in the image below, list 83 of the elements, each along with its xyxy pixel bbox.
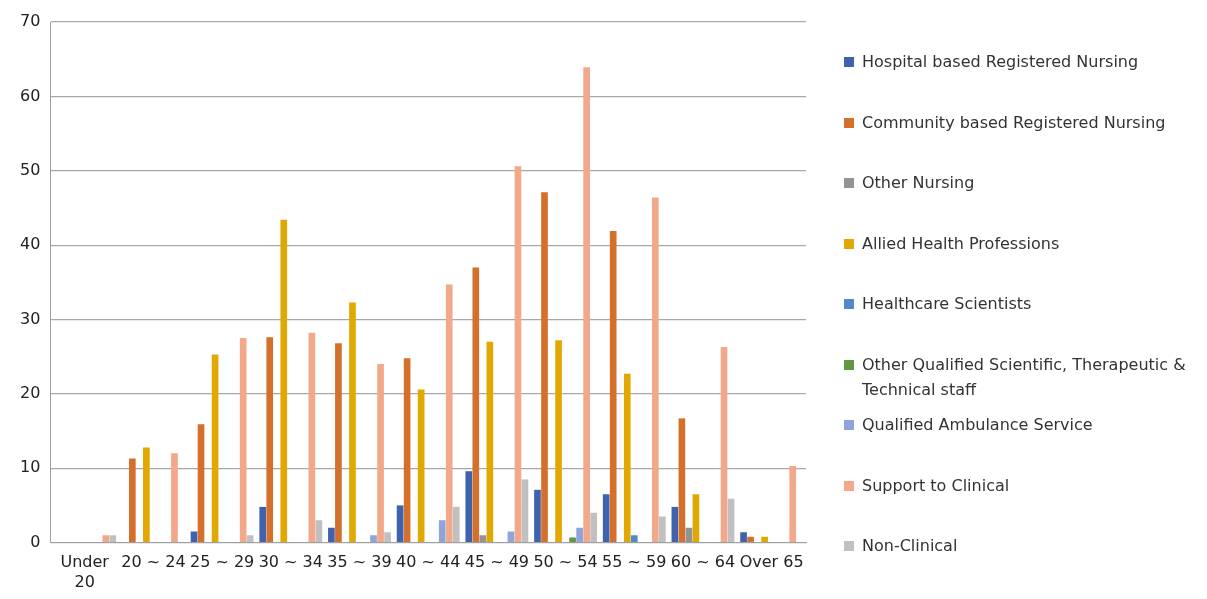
bar — [514, 166, 522, 542]
bar — [472, 267, 480, 542]
bar — [479, 535, 487, 542]
legend-label: Community based Registered Nursing — [862, 111, 1167, 134]
y-tick-label: 50 — [20, 159, 41, 179]
bar — [197, 424, 205, 542]
y-tick-label: 40 — [20, 234, 41, 254]
y-tick-label: 70 — [20, 11, 41, 31]
bar — [190, 531, 198, 542]
y-tick-label: 10 — [20, 457, 41, 477]
bar — [438, 520, 446, 542]
bar — [623, 373, 631, 542]
bar — [659, 516, 666, 542]
legend-label: Other Nursing — [862, 172, 976, 194]
bar — [590, 512, 597, 542]
bar — [171, 453, 178, 542]
bar — [143, 447, 150, 542]
x-tick-label: 60 ~ 64 — [670, 552, 736, 572]
x-tick-label: 20 ~ 24 — [121, 552, 186, 572]
bar — [678, 418, 686, 542]
bar — [465, 471, 473, 542]
bar — [239, 338, 247, 542]
bar — [211, 354, 219, 542]
bar — [521, 479, 529, 542]
bar — [541, 192, 548, 542]
bar — [452, 506, 460, 542]
legend-label: Other Qualified Scientific, Therapeutic & Technical staff — [862, 353, 1187, 401]
legend-label: Support to Clinical — [862, 474, 1011, 497]
bar — [534, 489, 541, 542]
bar — [445, 284, 453, 542]
bar — [576, 527, 583, 542]
bar — [349, 302, 356, 542]
bar — [280, 219, 288, 542]
bar — [671, 506, 679, 542]
bar — [417, 389, 425, 542]
bar — [109, 535, 117, 542]
legend-label: Hospital based Registered Nursing — [862, 51, 1140, 73]
bar — [630, 535, 638, 542]
x-tick-label: Over 65 — [739, 552, 804, 572]
x-tick-label: 35 ~ 39 — [327, 552, 392, 572]
x-tick-label: 55 ~ 59 — [602, 552, 667, 572]
bar — [555, 340, 562, 542]
bar — [789, 466, 797, 542]
bar — [720, 347, 728, 542]
bar — [651, 197, 659, 542]
x-tick-label: 25 ~ 29 — [189, 552, 255, 572]
bar — [740, 532, 747, 542]
bar — [609, 230, 617, 542]
bar — [384, 532, 391, 542]
bar — [747, 536, 754, 542]
bar — [246, 535, 254, 542]
bar — [129, 458, 136, 542]
bar — [328, 527, 335, 542]
legend-label: Healthcare Scientists — [862, 293, 1033, 315]
bar — [583, 67, 590, 542]
legend-label: Allied Health Professions — [862, 232, 1061, 255]
y-tick-label: 20 — [20, 383, 41, 403]
bar — [266, 337, 274, 542]
bar — [102, 535, 110, 542]
bar — [396, 505, 404, 542]
bar — [692, 494, 700, 542]
y-tick-label: 30 — [20, 308, 41, 328]
x-tick-label: Under 20 — [60, 552, 110, 591]
x-tick-label: 30 ~ 34 — [258, 552, 323, 572]
bar — [761, 536, 768, 542]
x-tick-label: 50 ~ 54 — [533, 552, 598, 572]
y-tick-label: 0 — [30, 531, 41, 551]
bar — [315, 520, 323, 542]
bar — [602, 494, 610, 542]
bar — [403, 358, 411, 542]
bar — [486, 341, 494, 542]
bar — [377, 364, 384, 542]
legend-label: Qualified Ambulance Service — [862, 414, 1094, 436]
bar — [259, 506, 267, 542]
x-tick-label: 45 ~ 49 — [464, 552, 530, 572]
bar — [370, 535, 377, 542]
x-tick-label: 40 ~ 44 — [396, 552, 461, 572]
bar — [335, 343, 342, 542]
bar — [507, 531, 515, 542]
bar — [308, 332, 316, 542]
legend-label: Non-Clinical — [862, 535, 959, 557]
y-tick-label: 60 — [20, 85, 41, 105]
bar — [569, 537, 576, 542]
